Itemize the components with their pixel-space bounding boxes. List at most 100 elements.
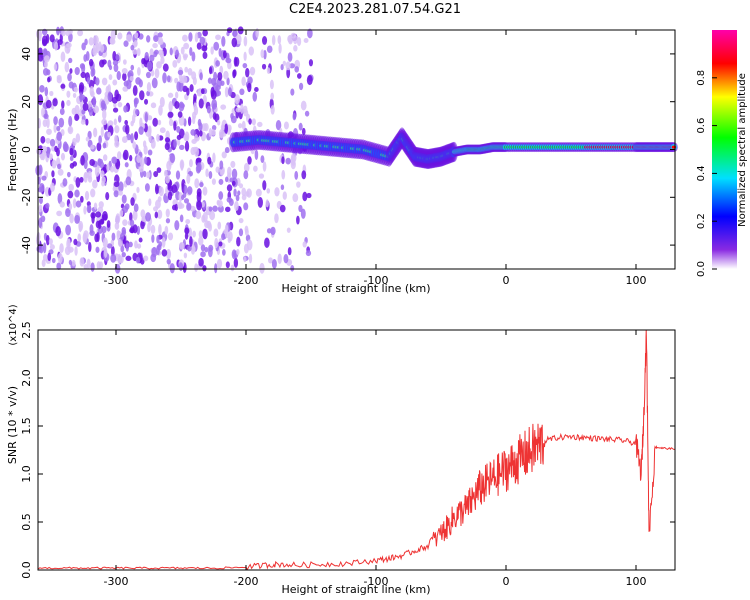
- noise-blob: [226, 184, 233, 192]
- noise-blob: [138, 237, 143, 243]
- noise-blob: [169, 153, 176, 164]
- noise-blob: [154, 68, 160, 79]
- noise-blob: [217, 119, 221, 126]
- noise-blob: [37, 94, 44, 106]
- noise-blob: [92, 179, 98, 189]
- noise-blob: [202, 186, 208, 196]
- noise-blob: [290, 153, 297, 163]
- noise-blob: [233, 188, 237, 197]
- noise-blob: [58, 117, 65, 128]
- noise-blob: [61, 100, 65, 109]
- noise-blob: [177, 111, 183, 118]
- noise-blob: [247, 156, 252, 165]
- noise-blob: [132, 209, 138, 221]
- noise-blob: [73, 86, 78, 93]
- noise-blob: [49, 182, 55, 192]
- noise-blob: [258, 173, 265, 179]
- noise-blob: [198, 122, 203, 131]
- noise-blob: [57, 168, 64, 176]
- noise-blob: [278, 43, 282, 54]
- noise-blob: [86, 77, 91, 85]
- noise-blob: [111, 156, 118, 164]
- snr-series-line: [37, 329, 676, 571]
- noise-blob: [144, 183, 150, 192]
- noise-blob: [72, 137, 77, 147]
- noise-blob: [112, 186, 117, 192]
- noise-blob: [101, 225, 107, 234]
- noise-blob: [300, 100, 307, 111]
- noise-blob: [80, 71, 87, 79]
- noise-blob: [157, 119, 162, 126]
- noise-blob: [167, 111, 174, 118]
- noise-blob: [201, 123, 208, 131]
- x-tick-label: -300: [104, 575, 129, 588]
- noise-blob: [158, 105, 163, 116]
- noise-blob: [54, 145, 58, 153]
- noise-blob: [303, 38, 309, 44]
- noise-blob: [99, 44, 105, 53]
- noise-blob: [74, 189, 80, 198]
- noise-blob: [202, 51, 208, 60]
- noise-blob: [102, 237, 108, 249]
- noise-blob: [174, 203, 178, 212]
- noise-blob: [216, 258, 223, 269]
- noise-blob: [172, 59, 178, 68]
- noise-blob: [88, 106, 94, 117]
- noise-blob: [135, 77, 142, 85]
- noise-blob: [302, 241, 307, 248]
- noise-blob: [114, 125, 120, 134]
- noise-blob: [247, 82, 252, 93]
- noise-blob: [239, 88, 245, 96]
- noise-blob: [153, 35, 159, 43]
- noise-blob: [183, 184, 188, 195]
- noise-blob: [269, 79, 274, 90]
- x-tick-label: 0: [503, 274, 510, 287]
- noise-blob: [121, 68, 128, 74]
- noise-blob: [243, 170, 249, 180]
- noise-blob: [266, 67, 271, 74]
- noise-blob: [42, 39, 48, 47]
- noise-blob: [296, 181, 301, 188]
- noise-blob: [126, 34, 132, 43]
- noise-blob: [243, 243, 249, 254]
- noise-blob: [255, 188, 262, 197]
- noise-blob: [106, 243, 113, 249]
- spectrogram-x-axis-label: Height of straight line (km): [281, 282, 430, 295]
- noise-blob: [71, 259, 76, 267]
- noise-blob: [49, 138, 56, 147]
- noise-blob: [157, 32, 163, 38]
- noise-blob: [112, 79, 118, 86]
- noise-blob: [116, 230, 121, 238]
- noise-blob: [240, 103, 244, 114]
- noise-blob: [211, 178, 216, 185]
- noise-blob: [211, 124, 217, 131]
- noise-blob: [62, 178, 68, 187]
- noise-blob: [101, 118, 108, 126]
- noise-blob: [47, 76, 51, 83]
- noise-blob: [219, 167, 225, 176]
- noise-blob: [45, 234, 50, 246]
- noise-blob: [101, 59, 107, 65]
- noise-blob: [214, 263, 218, 274]
- noise-blob: [184, 232, 189, 240]
- noise-blob: [179, 241, 185, 250]
- noise-blob: [270, 226, 276, 236]
- noise-blob: [75, 200, 82, 208]
- x-tick-label: -200: [234, 575, 259, 588]
- noise-blob: [77, 29, 84, 37]
- noise-blob: [69, 155, 74, 162]
- noise-blob: [157, 196, 162, 203]
- noise-blob: [210, 129, 216, 136]
- noise-blob: [38, 217, 43, 229]
- noise-blob: [136, 155, 141, 163]
- noise-blob: [151, 77, 158, 89]
- noise-blob: [166, 75, 171, 83]
- noise-blob: [196, 42, 202, 50]
- noise-blob: [248, 118, 252, 125]
- noise-blob: [81, 109, 86, 115]
- noise-blob: [114, 140, 120, 148]
- spectrogram-y-ticks: -40 -20 0 20 40: [20, 47, 675, 254]
- noise-blob: [143, 255, 149, 262]
- noise-blob: [221, 35, 226, 47]
- noise-blob: [193, 93, 197, 102]
